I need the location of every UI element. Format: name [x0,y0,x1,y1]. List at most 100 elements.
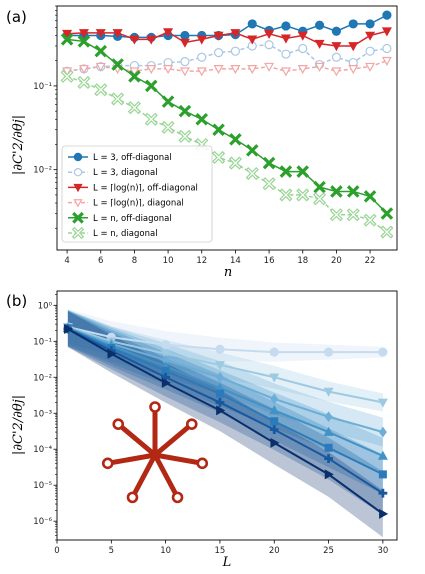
legend-marker-2 [73,183,83,193]
series-a-3-point-5 [146,65,157,75]
series-a-4-point-13 [279,165,293,178]
series-a-3-point-7 [179,67,190,77]
series-b-6-point-4 [270,437,280,448]
series-b-6-point-3 [216,405,226,416]
series-a-4-point-11 [245,144,259,157]
series-a-5-point-14 [296,188,310,202]
panel-b-xtick-label-4: 20 [269,546,280,556]
series-a-5-point-15-inner [314,193,325,204]
series-a-3-point-8 [196,67,207,77]
legend-marker-4-shape [72,211,84,224]
series-a-5-point-16-inner [331,209,342,220]
star-spoke-2 [152,452,205,466]
panel-b-ytick-label-3: 10⁻³ [33,409,52,419]
panel-b-ytick-label-4: 10⁻⁴ [33,445,52,455]
series-a-4-point-3-shape [111,58,124,71]
star-leaf-6 [112,418,125,430]
series-a-5-point-0-inner [62,71,72,82]
series-a-0-point-7 [180,30,190,41]
panel-a-xtick-label-0: 4 [64,256,69,266]
series-a-5-point-14-inner [297,190,308,200]
series-a-4-point-9 [212,123,225,136]
series-b-4-point-5 [324,443,333,452]
panel-b: (b) 0 5 10 15 20 25 30 10⁰ 10⁻¹ 10⁻² 10⁻³ 10⁻⁴ 10⁻⁵ 1… [6,290,398,570]
panel-a-frame [56,5,398,251]
series-b-1-point-4 [269,373,280,383]
series-a-4-point-18 [363,190,377,203]
series-a-3-point-1 [78,65,89,75]
series-a-4-point-12-shape [262,156,276,170]
series-a-2-point-17 [348,42,359,52]
series-a-5-point-6-inner [163,122,173,133]
series-a-2-point-8 [196,35,207,45]
series-a-5-point-7-inner [180,131,190,142]
series-a-5-point-11 [245,166,259,181]
series-b-3-point-6 [377,450,388,460]
series-a-2-point-3 [112,29,123,39]
series-a-5-point-2 [94,83,108,97]
series-b-4-point-3 [215,389,224,398]
series-a-2-point-13 [280,34,291,44]
series-b-0-point-5 [323,347,334,357]
band-2 [67,309,383,447]
series-a-2-point-2 [95,29,106,39]
series-b-2-point-4 [270,393,279,405]
series-a-3-point-9 [213,65,224,75]
series-a-5-point-0 [60,69,74,83]
series-a-5-point-12 [262,177,276,191]
panel-b-xtick-label-3: 15 [215,546,226,556]
series-b-5-point-3 [215,398,225,407]
panel-b-label: (b) [6,292,27,310]
series-b-3-point-5 [323,426,334,436]
series-a-1-point-13 [281,49,291,59]
star-spoke-4 [129,452,158,500]
series-a-3-point-0 [62,67,73,77]
series-a-4-point-12 [262,156,276,170]
series-a-4-point-9-shape [212,123,225,136]
series-a-5-point-17 [346,208,360,222]
series-a-5-point-3 [111,92,125,106]
panel-a-xtick-label-1: 6 [98,256,103,266]
series-a-5-point-10-inner [230,158,241,168]
series-a-0-point-18 [365,19,375,29]
series-a-1-point-19 [382,43,392,54]
series-a-1-point-14 [298,43,308,54]
series-a-2-point-9 [213,31,224,41]
series-a-5-point-5 [144,112,158,126]
panel-a-label: (a) [6,8,27,26]
series-a-1-point-10 [230,46,241,56]
series-b-1-point-2 [160,349,171,360]
series-a-2-point-0 [62,29,73,39]
panel-b-ytick-label-2: 10⁻² [33,373,52,383]
star-spoke-5 [105,452,158,466]
series-a-2-point-12 [264,29,275,39]
star-center [150,450,160,460]
star-leaf-2 [196,457,209,470]
series-a-4-point-14-shape [296,165,310,178]
legend-marker-5-inner [73,228,83,238]
series-a-3-point-11 [247,65,258,75]
series-a-4-point-16-shape [330,185,343,198]
legend-marker-4 [72,211,84,224]
series-a-5-point-18 [363,213,377,227]
series-a-5-point-19-inner [382,227,392,237]
star-leaf-1 [185,418,198,430]
series-a-3-point-13 [280,67,291,77]
series-a-5-point-11-inner [247,168,258,179]
series-a-0 [62,10,392,42]
series-a-1-point-8 [197,52,207,62]
panel-b-plot: 0 5 10 15 20 25 30 10⁰ 10⁻¹ 10⁻² 10⁻³ 10⁻⁴ 10⁻⁵ 10⁻⁶ [33,290,398,556]
panel-a-ytick-label-0: 10⁻² [33,166,52,176]
series-a-5-point-7 [178,129,192,143]
series-a-4-point-5-shape [144,79,158,93]
series-a-4-point-16 [330,185,343,198]
panel-b-ytick-label-5: 10⁻⁵ [33,481,52,491]
series-a-0-point-11 [247,19,257,29]
series-a-4-point-8-shape [195,113,209,126]
star-leaf-5 [101,457,114,470]
series-a-4-point-11-shape [245,144,259,157]
series-a-4-point-17-shape [346,185,360,198]
panel-a: (a) 4 6 8 10 12 14 16 18 20 22 10⁻² 10⁻¹ L = 3, off-… [6,5,398,280]
series-a-4-point-2 [94,44,108,58]
